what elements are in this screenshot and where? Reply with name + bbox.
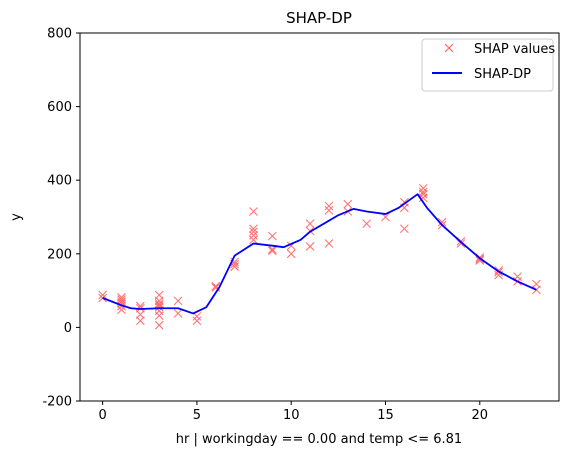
x-tick-label: 10 xyxy=(283,408,300,423)
shap-value-point xyxy=(399,224,409,234)
shap-value-point xyxy=(286,249,296,259)
shap-value-point xyxy=(418,187,428,197)
legend-marker-shap-values xyxy=(444,43,454,53)
x-tick-label: 15 xyxy=(377,408,394,423)
shap-value-point xyxy=(362,219,372,229)
y-tick-label: 800 xyxy=(47,27,72,42)
shap-value-point xyxy=(154,299,164,308)
shap-value-point xyxy=(173,296,183,306)
shap-value-point xyxy=(418,183,428,193)
shap-value-point xyxy=(305,242,315,251)
shap-value-point xyxy=(173,309,183,318)
x-tick-label: 0 xyxy=(98,408,106,423)
y-tick-label: 200 xyxy=(47,247,72,262)
shap-value-point xyxy=(98,293,108,303)
legend-frame xyxy=(421,38,554,92)
y-tick-label: -200 xyxy=(42,395,72,410)
shap-value-point xyxy=(267,246,277,256)
shap-value-point xyxy=(324,201,334,211)
x-axis: 0 5 10 15 20 xyxy=(98,401,488,423)
shap-value-point xyxy=(117,292,126,302)
shap-dp-line xyxy=(102,193,537,315)
shap-value-point xyxy=(154,320,164,330)
shap-value-point xyxy=(135,316,145,326)
x-tick-label: 20 xyxy=(472,408,489,423)
y-tick-label: 0 xyxy=(64,321,72,336)
shap-value-point xyxy=(249,227,258,237)
x-axis-title: hr | workingday == 0.00 and temp <= 6.81 xyxy=(176,432,462,447)
plot-area xyxy=(79,32,560,402)
shap-value-point xyxy=(154,290,164,300)
shap-value-point xyxy=(475,256,485,265)
shap-value-point xyxy=(343,199,353,209)
shap-value-point xyxy=(305,219,315,229)
y-axis: -200 0 200 400 600 800 xyxy=(42,27,80,410)
shap-value-point xyxy=(117,295,126,304)
x-tick-label: 5 xyxy=(193,408,201,423)
legend-label-shap-dp: SHAP-DP xyxy=(474,67,531,82)
shap-value-point xyxy=(437,217,447,227)
shap-value-point xyxy=(267,231,277,241)
legend: SHAP values SHAP-DP xyxy=(421,38,555,92)
shap-value-point xyxy=(211,283,221,293)
y-tick-label: 600 xyxy=(47,100,72,115)
shap-dp-series xyxy=(102,193,537,315)
y-axis-title: y xyxy=(9,213,24,221)
shap-value-point xyxy=(249,235,258,245)
shap-value-point xyxy=(324,205,334,215)
shap-value-point xyxy=(249,224,258,234)
shap-value-point xyxy=(249,207,258,216)
shap-value-point xyxy=(192,316,202,326)
chart-title: SHAP-DP xyxy=(286,9,352,27)
shap-value-point xyxy=(135,310,145,319)
shap-value-point xyxy=(154,302,164,312)
y-tick-label: 400 xyxy=(47,174,72,189)
shap-value-point xyxy=(324,239,334,248)
legend-label-shap-values: SHAP values xyxy=(474,42,555,57)
shap-value-point xyxy=(531,279,541,289)
shap-value-point xyxy=(98,290,108,300)
shap-value-point xyxy=(249,231,258,240)
